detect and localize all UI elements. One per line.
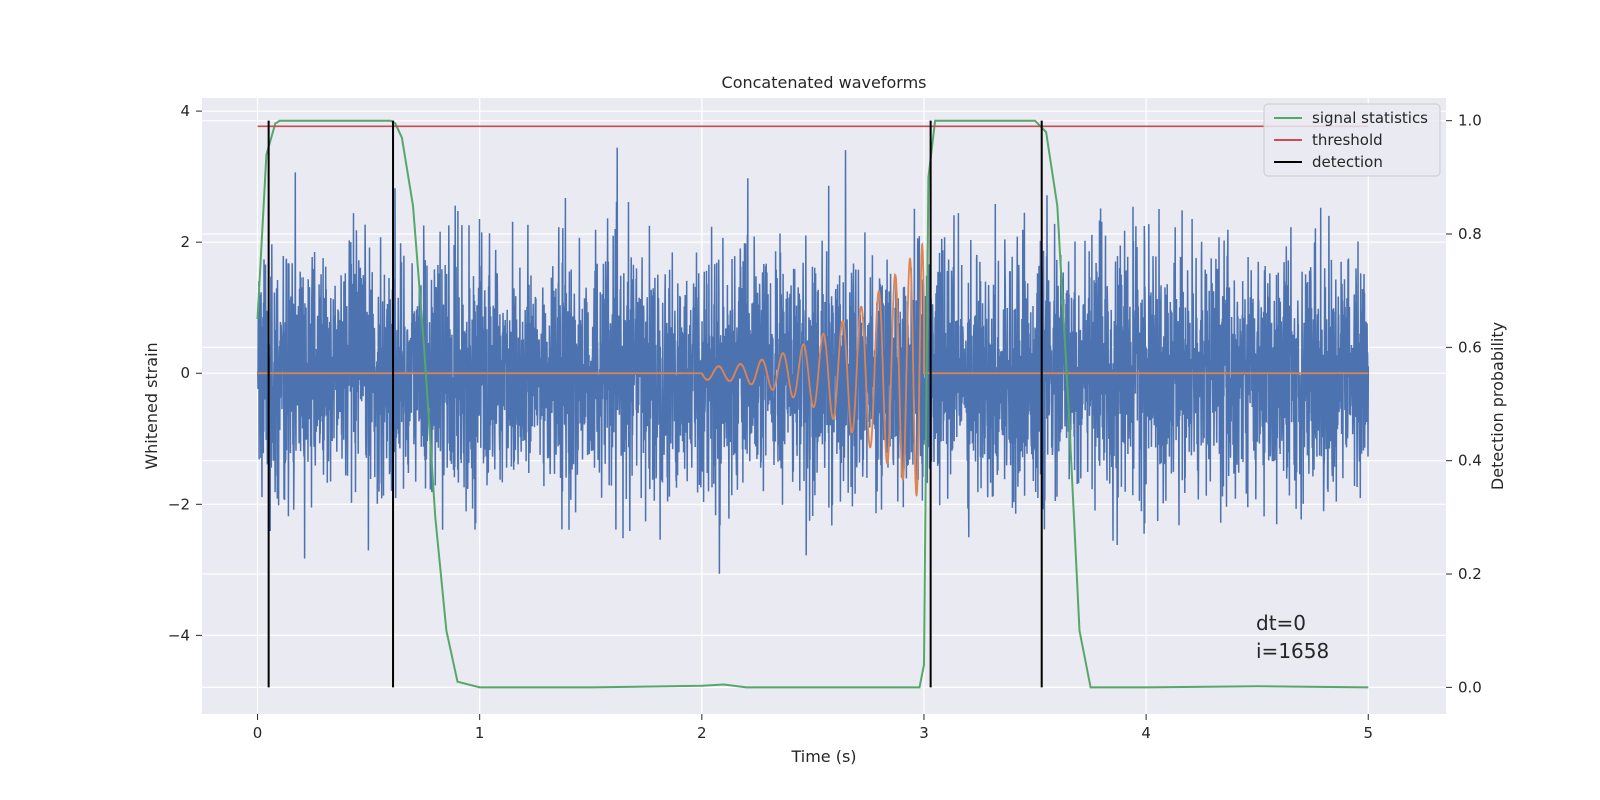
x-tick-label: 3 — [919, 724, 929, 742]
y-right-tick-label: 0.2 — [1458, 565, 1482, 583]
x-tick-label: 1 — [475, 724, 485, 742]
y-left-tick-label: −4 — [168, 626, 190, 644]
y-left-tick-label: 2 — [180, 233, 190, 251]
y-left-tick-label: 4 — [180, 102, 190, 120]
y-right-tick-label: 0.4 — [1458, 452, 1482, 470]
y-left-tick-label: 0 — [180, 364, 190, 382]
y-right-tick-label: 1.0 — [1458, 112, 1482, 130]
annotation-text: dt=0 — [1256, 611, 1306, 635]
x-axis-label: Time (s) — [790, 747, 856, 766]
strain-noise-line — [256, 147, 1370, 574]
y-axis-right-label: Detection probability — [1488, 322, 1507, 490]
legend-label: threshold — [1312, 131, 1383, 149]
annotation-text: i=1658 — [1256, 639, 1329, 663]
x-tick-label: 2 — [697, 724, 707, 742]
y-right-tick-label: 0.0 — [1458, 678, 1482, 696]
y-axis-left-label: Whitened strain — [142, 342, 161, 469]
chart-title: Concatenated waveforms — [722, 73, 927, 92]
injected-chirp-line — [257, 242, 1369, 497]
legend-box — [1263, 103, 1441, 177]
y-left-tick-label: −2 — [168, 495, 190, 513]
legend: signal statistics threshold detection — [1263, 103, 1441, 177]
axes: 0 1 2 3 4 5 −4 −2 0 2 4 0.0 0.2 0.4 0.6 0.8 1.0 — [168, 102, 1482, 742]
y-right-tick-label: 0.6 — [1458, 338, 1482, 356]
signal-statistics-line — [256, 119, 1369, 689]
annotations: dt=0 i=1658 — [1256, 611, 1329, 663]
x-tick-label: 4 — [1141, 724, 1151, 742]
plot-content — [256, 119, 1370, 689]
legend-label: signal statistics — [1312, 109, 1428, 127]
x-tick-label: 5 — [1363, 724, 1373, 742]
x-tick-label: 0 — [253, 724, 263, 742]
y-right-tick-label: 0.8 — [1458, 225, 1482, 243]
legend-label: detection — [1312, 153, 1383, 171]
